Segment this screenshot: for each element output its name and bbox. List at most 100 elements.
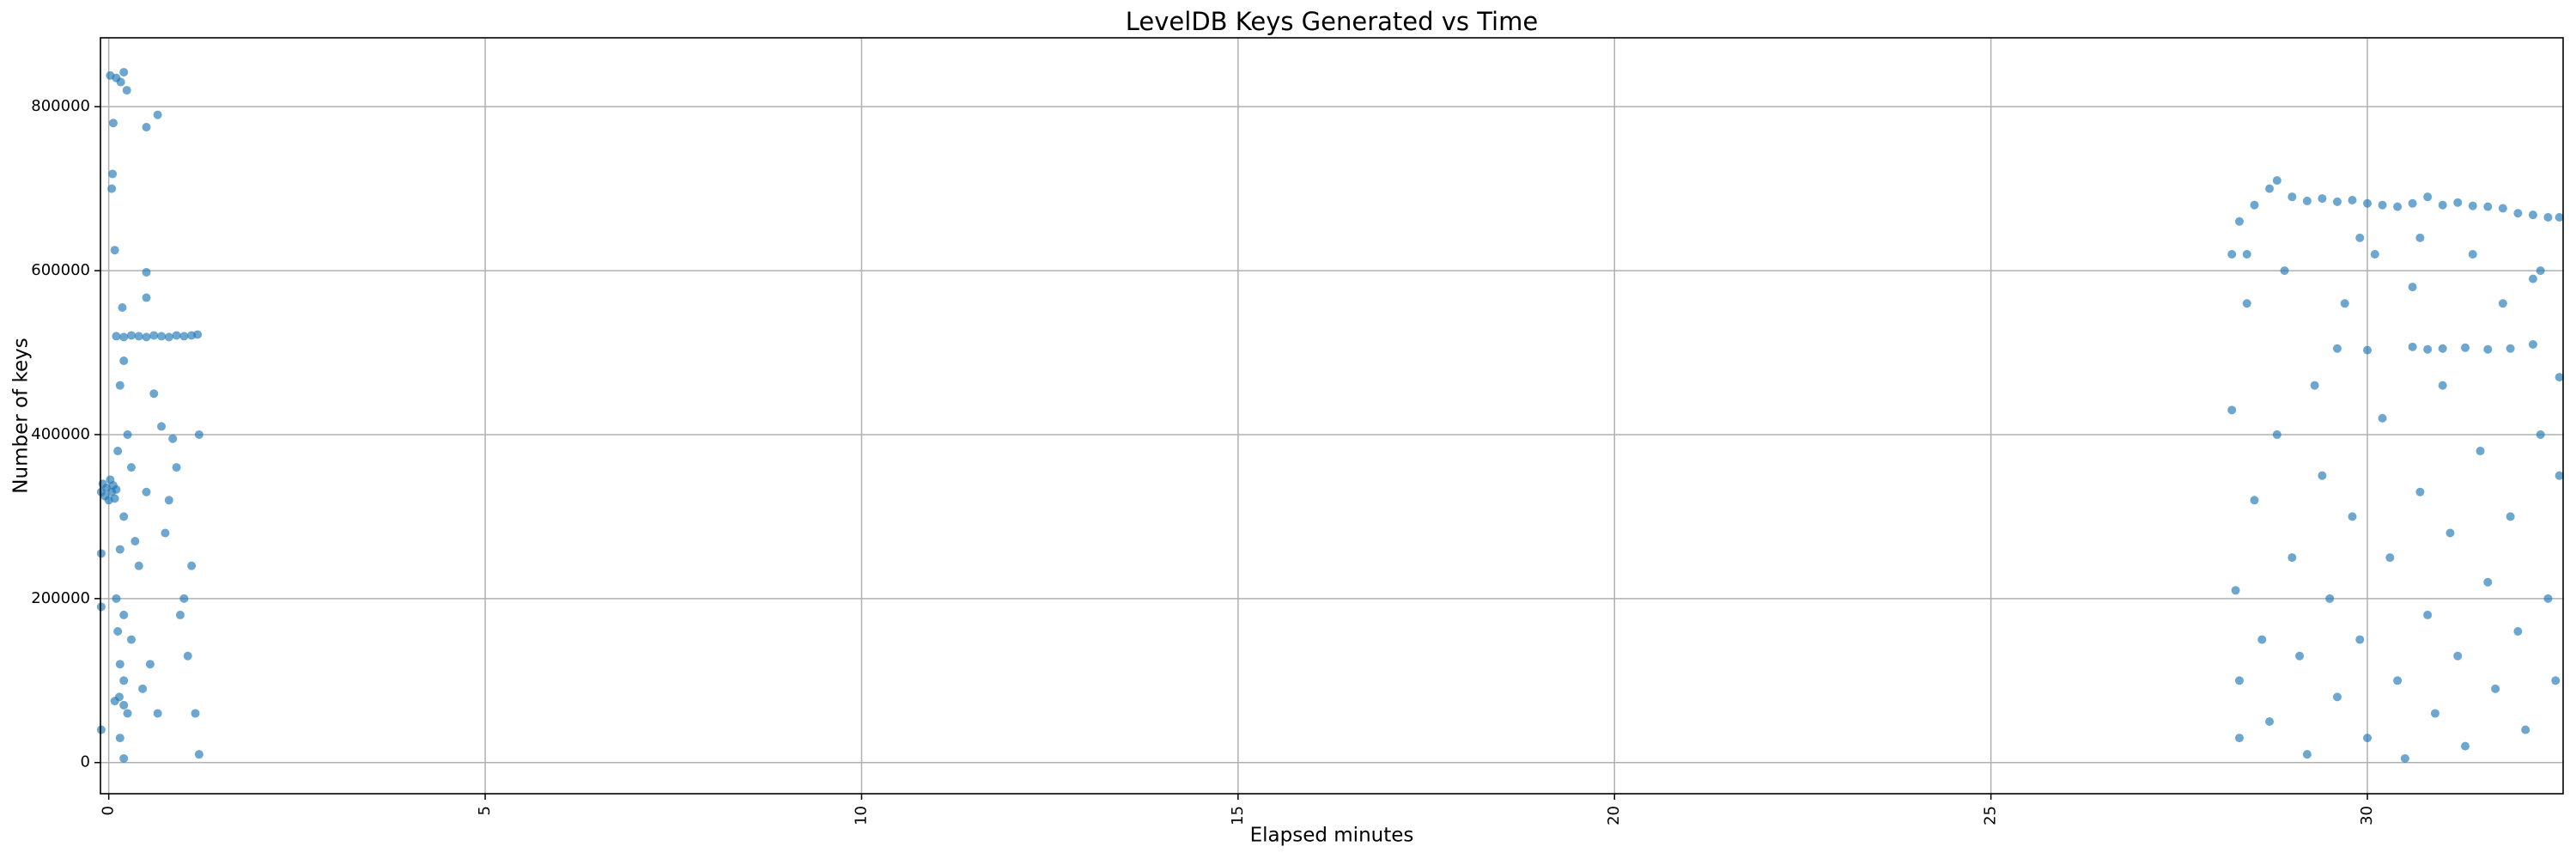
- point: [172, 463, 181, 472]
- point: [157, 422, 167, 431]
- y-tick-label: 600000: [31, 261, 90, 279]
- point: [194, 750, 204, 759]
- point: [2408, 342, 2417, 351]
- point: [2227, 405, 2237, 415]
- point: [142, 293, 151, 302]
- point: [119, 512, 129, 521]
- point: [153, 709, 162, 718]
- point: [2528, 339, 2537, 349]
- x-tick-label: 10: [852, 806, 870, 825]
- point: [107, 184, 117, 193]
- point: [2521, 725, 2530, 734]
- point: [2408, 198, 2417, 208]
- point: [96, 725, 106, 734]
- point: [2242, 249, 2251, 259]
- y-axis-label: Number of keys: [10, 338, 33, 493]
- point: [2363, 734, 2372, 743]
- point: [2231, 586, 2240, 595]
- point: [112, 484, 121, 494]
- point: [131, 537, 140, 546]
- point: [138, 684, 148, 693]
- point: [2378, 413, 2387, 423]
- point: [2483, 344, 2493, 354]
- point: [2400, 753, 2409, 763]
- point: [2543, 213, 2553, 222]
- point: [2332, 344, 2342, 353]
- point: [2438, 200, 2447, 210]
- point: [2332, 197, 2342, 206]
- point: [2513, 627, 2523, 637]
- point: [2280, 266, 2289, 276]
- point: [108, 169, 118, 179]
- point: [145, 660, 155, 669]
- point: [2483, 577, 2493, 587]
- point: [119, 610, 129, 619]
- point: [2423, 344, 2433, 354]
- point: [172, 331, 181, 340]
- point: [115, 734, 125, 743]
- point: [119, 700, 129, 710]
- point: [2234, 734, 2244, 743]
- point: [2536, 266, 2545, 276]
- point: [119, 332, 129, 342]
- point: [2528, 274, 2537, 283]
- point: [2363, 345, 2372, 355]
- point: [2355, 233, 2365, 242]
- point: [142, 487, 151, 497]
- point: [142, 332, 151, 342]
- point: [2491, 684, 2500, 693]
- y-tick-label: 800000: [31, 97, 90, 115]
- point: [187, 561, 197, 570]
- point: [2528, 210, 2537, 220]
- point: [114, 692, 124, 702]
- point: [2453, 651, 2463, 661]
- point: [2536, 430, 2545, 439]
- point: [126, 331, 136, 340]
- point: [142, 123, 151, 132]
- point: [2423, 610, 2433, 619]
- point: [2355, 635, 2365, 644]
- point: [2415, 487, 2425, 497]
- chart-title: LevelDB Keys Generated vs Time: [1126, 7, 1538, 36]
- point: [2393, 676, 2403, 685]
- point: [96, 549, 106, 558]
- point: [134, 561, 143, 570]
- point: [149, 331, 159, 340]
- point: [2348, 195, 2357, 204]
- x-tick-label: 20: [1605, 806, 1623, 825]
- point: [2393, 202, 2403, 211]
- point: [2468, 201, 2477, 210]
- point: [164, 332, 173, 342]
- point: [2555, 373, 2564, 382]
- point: [2453, 198, 2463, 207]
- point: [2318, 471, 2327, 480]
- point: [2265, 717, 2275, 727]
- point: [161, 528, 170, 538]
- point: [2513, 209, 2523, 218]
- point: [122, 86, 131, 95]
- point: [179, 332, 189, 341]
- point: [2468, 249, 2477, 259]
- y-tick-label: 0: [81, 753, 90, 771]
- point: [164, 496, 173, 505]
- point: [2250, 200, 2259, 210]
- point: [2370, 249, 2379, 259]
- y-tick-label: 200000: [31, 589, 90, 607]
- point: [123, 709, 132, 718]
- point: [2378, 200, 2387, 210]
- point: [2438, 344, 2447, 353]
- point: [194, 430, 204, 439]
- x-tick-label: 0: [100, 806, 118, 815]
- point: [2498, 299, 2507, 308]
- point: [2445, 528, 2455, 538]
- point: [2423, 192, 2433, 202]
- point: [115, 381, 125, 390]
- point: [119, 676, 129, 685]
- point: [2265, 184, 2275, 193]
- point: [115, 545, 125, 554]
- point: [2250, 496, 2259, 505]
- point: [179, 594, 189, 603]
- point: [2227, 249, 2237, 259]
- point: [2310, 381, 2319, 390]
- point: [2363, 198, 2372, 208]
